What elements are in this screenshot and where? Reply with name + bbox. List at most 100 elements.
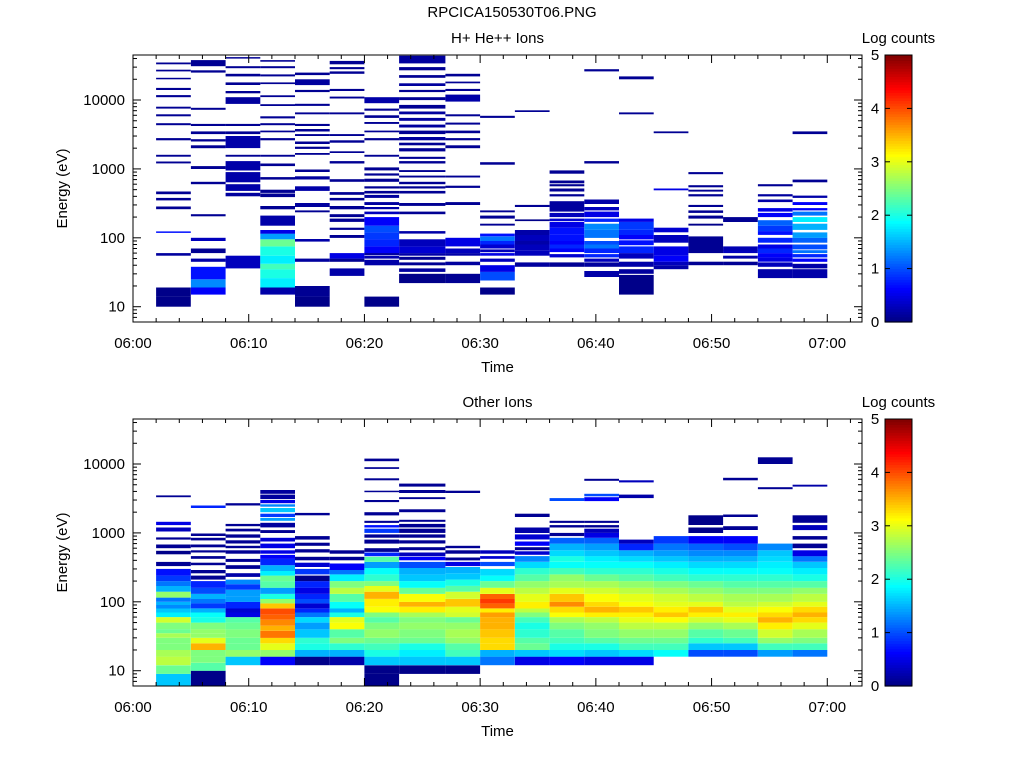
heatmap-cell <box>364 561 400 568</box>
heatmap-cell <box>549 543 585 551</box>
heatmap-cell <box>329 192 365 195</box>
heatmap-cell <box>225 643 261 650</box>
colorbar-band <box>885 555 912 559</box>
y-axis-label: Energy (eV) <box>54 512 71 592</box>
heatmap-cell <box>190 637 226 644</box>
heatmap-cell <box>399 124 446 128</box>
heatmap-cell <box>445 573 481 580</box>
colorbar-band <box>885 557 912 562</box>
heatmap-cell <box>549 629 585 638</box>
heatmap-cell <box>329 643 365 650</box>
heatmap-cell <box>190 587 226 594</box>
x-tick-label: 06:20 <box>346 335 384 352</box>
heatmap-cell <box>225 82 261 85</box>
heatmap-cell <box>364 612 400 618</box>
heatmap-cell <box>295 129 330 132</box>
heatmap-cell <box>156 287 191 297</box>
heatmap-cell <box>653 561 689 568</box>
heatmap-cell <box>225 629 261 638</box>
heatmap-cell <box>584 637 619 644</box>
heatmap-cell <box>653 556 689 562</box>
heatmap-cell <box>688 210 724 213</box>
heatmap-cell <box>190 603 226 609</box>
heatmap-cell <box>757 244 793 249</box>
heatmap-cell <box>295 656 330 666</box>
heatmap-cell <box>723 217 758 222</box>
colorbar-band <box>885 499 912 503</box>
heatmap-cell <box>399 601 446 607</box>
colorbar-band <box>885 172 912 176</box>
heatmap-cell <box>757 612 793 618</box>
colorbar-band <box>885 65 912 69</box>
heatmap-cell <box>445 94 481 102</box>
heatmap-cell <box>399 253 446 256</box>
heatmap-cell <box>260 594 295 599</box>
heatmap-cell <box>190 60 226 67</box>
heatmap-cell <box>329 71 365 74</box>
heatmap-cell <box>364 190 400 194</box>
heatmap-cell <box>399 262 446 266</box>
colorbar-band <box>885 448 912 452</box>
colorbar-band <box>885 247 912 251</box>
heatmap-cell <box>549 650 585 657</box>
heatmap-cell <box>653 587 689 594</box>
colorbar-band <box>885 308 912 312</box>
heatmap-cell <box>653 601 689 607</box>
heatmap-cell <box>445 643 481 650</box>
heatmap-cell <box>156 161 191 164</box>
heatmap-cell <box>688 587 724 594</box>
colorbar-band <box>885 169 912 174</box>
heatmap-cell <box>364 252 400 256</box>
heatmap-cell <box>584 574 619 582</box>
heatmap-cell <box>688 594 724 602</box>
figure-title: RPCICA150530T06.PNG <box>427 4 597 21</box>
colorbar-band <box>885 289 912 294</box>
heatmap-cell <box>329 96 365 99</box>
heatmap-cell <box>688 556 724 562</box>
heatmap-cell <box>399 552 446 557</box>
heatmap-cell <box>399 55 446 64</box>
heatmap-cell <box>792 543 828 549</box>
heatmap-cell <box>260 625 295 631</box>
heatmap-cell <box>723 568 758 575</box>
colorbar-band <box>885 140 912 144</box>
heatmap-cell <box>364 599 400 607</box>
heatmap-cell <box>295 549 330 553</box>
heatmap-cell <box>156 637 191 644</box>
heatmap-cell <box>295 594 330 599</box>
colorbar-band <box>885 207 912 211</box>
heatmap-cell <box>653 536 689 544</box>
heatmap-cell <box>225 608 261 613</box>
heatmap-cell <box>514 617 550 623</box>
heatmap-cell <box>445 237 481 247</box>
colorbar-band <box>885 677 912 682</box>
heatmap-cell <box>757 601 793 607</box>
colorbar-band <box>885 164 912 168</box>
heatmap-cell <box>260 643 295 650</box>
heatmap-cell <box>156 612 191 618</box>
heatmap-cell <box>190 643 226 650</box>
heatmap-cell <box>295 72 330 76</box>
heatmap-cell <box>584 493 619 497</box>
heatmap-cell <box>156 581 191 586</box>
heatmap-cell <box>190 599 226 604</box>
heatmap-cell <box>549 556 585 562</box>
heatmap-cell <box>364 568 400 575</box>
colorbar-band <box>885 60 912 64</box>
colorbar-band <box>885 592 912 596</box>
heatmap-cell <box>399 246 446 254</box>
heatmap-cell <box>445 248 481 254</box>
heatmap-cell <box>723 622 758 630</box>
heatmap-cell <box>584 161 619 164</box>
heatmap-cell <box>260 637 295 644</box>
heatmap-cell <box>364 458 400 462</box>
colorbar-band <box>885 177 912 182</box>
heatmap-cell <box>688 194 724 197</box>
heatmap-cell <box>723 637 758 644</box>
heatmap-cells <box>156 457 828 686</box>
heatmap-cell <box>190 656 226 663</box>
colorbar-band <box>885 255 912 259</box>
colorbar-band <box>885 680 912 684</box>
heatmap-cell <box>653 574 689 582</box>
heatmap-cell <box>619 261 654 267</box>
